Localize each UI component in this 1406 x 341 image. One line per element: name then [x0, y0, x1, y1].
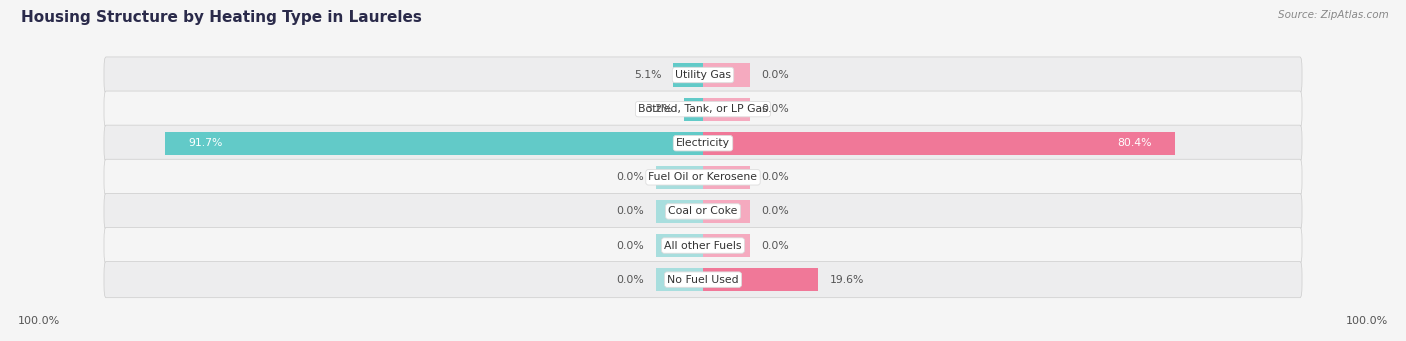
Bar: [703, 268, 818, 291]
Text: 0.0%: 0.0%: [617, 240, 644, 251]
Text: 0.0%: 0.0%: [617, 275, 644, 285]
Text: 3.2%: 3.2%: [645, 104, 672, 114]
Text: 0.0%: 0.0%: [762, 206, 789, 217]
Bar: [703, 132, 1175, 155]
Bar: [657, 234, 703, 257]
Bar: [165, 132, 703, 155]
FancyBboxPatch shape: [104, 91, 1302, 127]
Bar: [703, 98, 749, 121]
Bar: [657, 268, 703, 291]
Bar: [657, 200, 703, 223]
FancyBboxPatch shape: [104, 125, 1302, 161]
FancyBboxPatch shape: [104, 262, 1302, 298]
Bar: [685, 98, 703, 121]
Bar: [703, 234, 749, 257]
Text: Electricity: Electricity: [676, 138, 730, 148]
Text: Coal or Coke: Coal or Coke: [668, 206, 738, 217]
Legend: Owner-occupied, Renter-occupied: Owner-occupied, Renter-occupied: [582, 340, 824, 341]
Text: 0.0%: 0.0%: [762, 240, 789, 251]
Text: 0.0%: 0.0%: [762, 104, 789, 114]
Text: 80.4%: 80.4%: [1116, 138, 1152, 148]
Text: Source: ZipAtlas.com: Source: ZipAtlas.com: [1278, 10, 1389, 20]
Text: 5.1%: 5.1%: [634, 70, 661, 80]
Text: Bottled, Tank, or LP Gas: Bottled, Tank, or LP Gas: [638, 104, 768, 114]
Bar: [657, 166, 703, 189]
Text: All other Fuels: All other Fuels: [664, 240, 742, 251]
Text: 19.6%: 19.6%: [830, 275, 865, 285]
Text: No Fuel Used: No Fuel Used: [668, 275, 738, 285]
Bar: [703, 166, 749, 189]
Text: Utility Gas: Utility Gas: [675, 70, 731, 80]
Text: 0.0%: 0.0%: [762, 172, 789, 182]
Bar: [703, 63, 749, 87]
FancyBboxPatch shape: [104, 57, 1302, 93]
Text: 91.7%: 91.7%: [188, 138, 222, 148]
Bar: [703, 200, 749, 223]
Text: 100.0%: 100.0%: [1346, 315, 1388, 326]
FancyBboxPatch shape: [104, 227, 1302, 264]
Bar: [673, 63, 703, 87]
Text: 0.0%: 0.0%: [762, 70, 789, 80]
Text: Fuel Oil or Kerosene: Fuel Oil or Kerosene: [648, 172, 758, 182]
FancyBboxPatch shape: [104, 159, 1302, 195]
FancyBboxPatch shape: [104, 193, 1302, 229]
Text: 0.0%: 0.0%: [617, 206, 644, 217]
Text: 0.0%: 0.0%: [617, 172, 644, 182]
Text: 100.0%: 100.0%: [18, 315, 60, 326]
Text: Housing Structure by Heating Type in Laureles: Housing Structure by Heating Type in Lau…: [21, 10, 422, 25]
